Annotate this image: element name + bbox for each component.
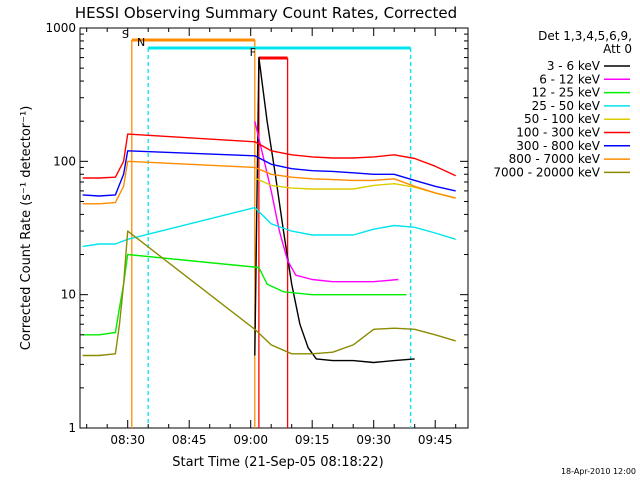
y-tick-label: 1 [68, 421, 76, 435]
y-axis: 1 10 100 1000 [45, 21, 468, 435]
x-tick-label: 09:30 [356, 433, 391, 447]
series-line-3 [82, 253, 407, 336]
x-tick-label: 08:45 [172, 433, 207, 447]
legend-label-7: 300 - 800 keV [516, 139, 600, 153]
series-line-7 [82, 150, 456, 197]
legend-label-6: 100 - 300 keV [516, 126, 600, 140]
chart-title: HESSI Observing Summary Count Rates, Cor… [75, 4, 457, 22]
y-tick-label: 1000 [45, 21, 76, 35]
x-axis-label: Start Time (21-Sep-05 08:18:22) [172, 455, 383, 470]
y-axis-label: Corrected Count Rate (s⁻¹ detector⁻¹) [19, 106, 34, 351]
footer-timestamp: 18-Apr-2010 12:00 [561, 467, 636, 476]
legend-label-2: 6 - 12 keV [539, 72, 601, 86]
series-line-9 [82, 230, 456, 357]
legend-label-8: 800 - 7000 keV [509, 152, 601, 166]
legend-label-9: 7000 - 20000 keV [493, 165, 600, 179]
series-line-1 [254, 56, 415, 364]
plot-area: SN F [79, 27, 469, 429]
marker-layer: SN F [122, 28, 412, 428]
legend-label-1: 3 - 6 keV [547, 59, 601, 73]
series-layer [82, 56, 456, 364]
series-line-4 [82, 206, 456, 248]
legend-header-line-1: Det 1,3,4,5,6,9, [538, 29, 632, 43]
series-line-8 [82, 160, 456, 205]
marker-label-n: N [137, 36, 145, 49]
x-tick-label: 09:00 [233, 433, 268, 447]
x-tick-label: 09:45 [418, 433, 453, 447]
legend-header-line-2: Att 0 [603, 42, 632, 56]
marker-label-f: F [250, 46, 256, 59]
y-tick-label: 100 [53, 154, 76, 168]
x-axis: 08:30 08:45 09:00 09:15 09:30 09:45 [86, 28, 457, 447]
x-tick-label: 09:15 [295, 433, 330, 447]
legend-label-4: 25 - 50 keV [532, 99, 601, 113]
x-tick-label: 08:30 [110, 433, 145, 447]
marker-label-s: S [122, 28, 129, 41]
series-line-2 [254, 121, 399, 283]
legend-label-3: 12 - 25 keV [532, 86, 601, 100]
y-tick-label: 10 [61, 288, 76, 302]
series-line-6 [82, 133, 456, 179]
plot-frame [79, 27, 469, 429]
legend-label-5: 50 - 100 keV [524, 112, 601, 126]
